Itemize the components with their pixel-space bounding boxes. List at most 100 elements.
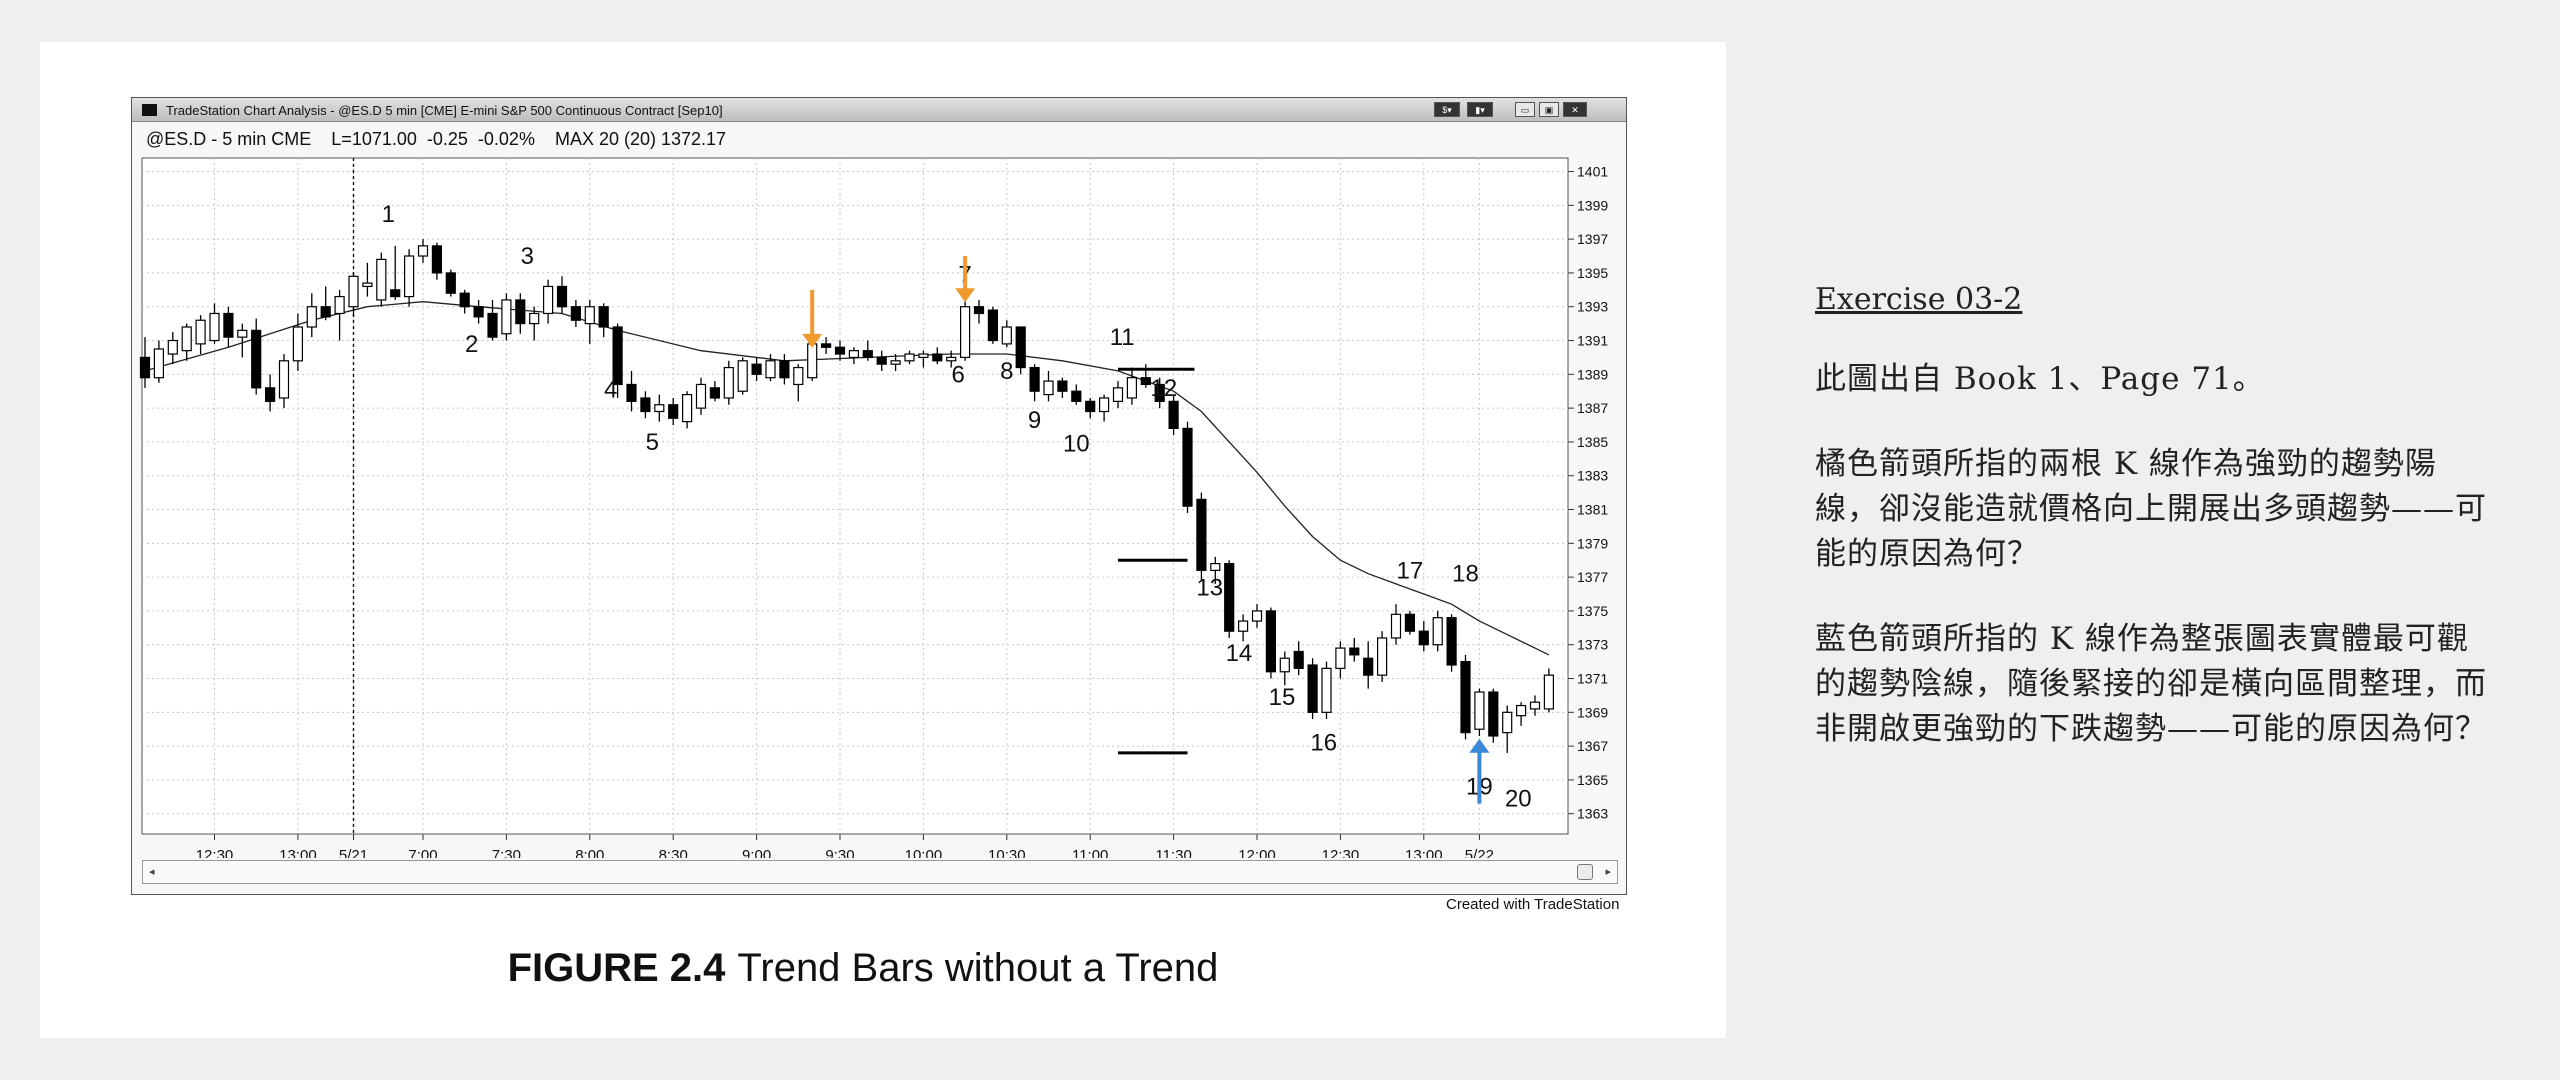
y-tick-label: 1363 [1577,806,1608,822]
scroll-thumb[interactable] [1577,864,1593,880]
candle [473,299,484,324]
candle-body [1293,650,1304,669]
bar-label: 9 [1028,407,1041,434]
candle-body [1474,691,1485,730]
maximize-button[interactable]: ▣ [1539,102,1559,117]
scroll-right-arrow-icon[interactable]: ▸ [1605,866,1611,878]
candle [223,306,234,348]
symbol-info-line: @ES.D - 5 min CME L=1071.00 -0.25 -0.02%… [146,129,727,149]
bar-label: 13 [1196,574,1223,601]
candle [515,293,526,334]
x-tick-label: 9:30 [825,847,854,858]
candle-body [445,272,456,294]
candle-body [709,387,721,399]
window-titlebar: TradeStation Chart Analysis - @ES.D 5 mi… [132,98,1626,122]
candle-body [668,404,679,419]
candle [779,354,790,385]
candle [306,293,317,338]
y-tick-label: 1395 [1577,265,1608,281]
candle [793,364,804,402]
minimize-button[interactable]: ▭ [1515,102,1535,117]
currency-menu-button[interactable]: $▾ [1434,102,1460,117]
candle-body [1460,661,1471,734]
candle [709,381,721,402]
candle-body [362,282,373,288]
candle [251,318,262,395]
candle [1071,384,1082,405]
candle-body [862,350,873,359]
x-tick-label: 13:00 [279,847,317,858]
scroll-left-arrow-icon[interactable]: ◂ [149,866,155,878]
candle-body [737,360,748,392]
candle-body [1057,380,1068,392]
candle-body [1488,691,1499,737]
candle-body [153,348,164,379]
y-tick-label: 1391 [1577,333,1608,349]
candle [737,357,748,395]
candle [1126,367,1138,405]
candle [1418,621,1429,652]
candle-body [779,360,790,379]
toolbar-menu-button[interactable]: ▮▾ [1467,102,1493,117]
candle-body [209,312,220,342]
candle [723,360,734,405]
candle-body [1349,647,1360,656]
x-tick-label: 12:30 [196,847,234,858]
candle-body [195,319,206,345]
candle [918,350,929,368]
candle [987,306,999,344]
orange-arrow-icon [955,256,976,303]
candle [501,293,512,341]
candle [1154,377,1165,409]
exercise-source: 此圖出自 Book 1、Page 71。 [1815,361,2265,397]
bar-label: 18 [1452,561,1479,588]
candle [681,391,693,429]
candle-body [640,397,651,413]
candle [695,377,707,415]
x-tick-label: 10:00 [905,847,943,858]
candle [139,337,151,388]
candle [765,354,776,382]
bar-label: 3 [521,243,534,270]
candle-body [1418,630,1429,646]
candle-body [1307,664,1318,713]
candle-body [306,306,317,328]
candle-body [570,306,581,321]
exercise-panel: Exercise 03-2 此圖出自 Book 1、Page 71。 橘色箭頭所… [1815,282,2495,792]
close-button[interactable]: ✕ [1563,102,1587,117]
candle-body [543,285,554,315]
x-tick-label: 13:00 [1405,847,1443,858]
bar-label: 2 [465,331,478,358]
candle-body [1432,617,1443,646]
y-tick-label: 1377 [1577,569,1608,585]
candle [348,272,359,317]
candle [1307,658,1318,720]
candle [612,323,623,398]
candle-body [1154,383,1165,402]
y-tick-label: 1371 [1577,671,1608,687]
x-tick-label: 7:30 [492,847,521,858]
candle-body [417,245,429,257]
candle-body [1182,427,1193,507]
bar-label: 5 [646,429,659,456]
x-tick-label: 5/22 [1465,847,1494,858]
candle [431,242,442,280]
figure-number: FIGURE 2.4 [507,946,726,990]
candle-body [1196,498,1207,571]
candle-body [904,353,915,362]
exercise-question-2: 藍色箭頭所指的 K 線作為整張圖表實體最可觀的趨勢陰線，隨後緊接的卻是橫向區間整… [1815,621,2487,747]
figure-caption: FIGURE 2.4 Trend Bars without a Trend [0,946,1726,991]
candle-body [556,285,568,308]
candle-body [1390,613,1402,639]
candle [1349,637,1360,662]
candle-body [167,339,178,355]
candle [1404,610,1416,635]
horizontal-scrollbar[interactable]: ◂ ▸ [142,860,1618,884]
candle [932,347,943,365]
candle-body [1529,701,1541,710]
candle-body [765,360,776,379]
bar-label: 11 [1110,324,1135,351]
candle-body [459,292,470,308]
exercise-title: Exercise 03-2 [1815,282,2023,317]
blue-arrow-icon [1469,738,1490,804]
